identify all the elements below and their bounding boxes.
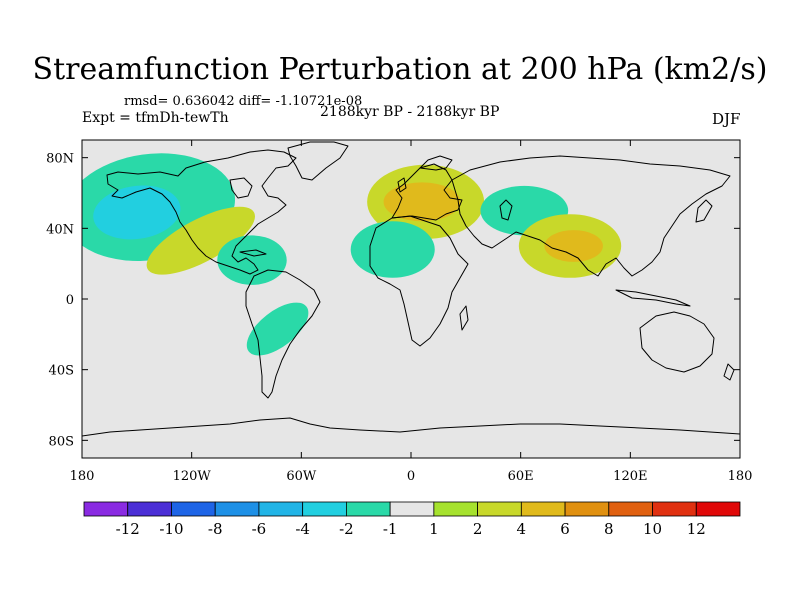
coastline-indonesia [615, 289, 691, 307]
anomaly-core-tibet [544, 230, 603, 262]
coastline-new-zealand [723, 363, 735, 381]
lat-tick-label: 40S [49, 364, 74, 379]
season-label: DJF [712, 110, 741, 128]
colorbar-swatch [302, 501, 347, 517]
lat-tick-label: 0 [66, 293, 74, 308]
colorbar-swatch [652, 501, 697, 517]
colorbar-swatch [214, 501, 260, 517]
colorbar-swatch [127, 501, 172, 517]
coastline-north-america [106, 149, 297, 275]
lon-tick-label: 60W [286, 469, 317, 484]
colorbar-label: 4 [517, 520, 527, 538]
coastline-scandinavia [419, 155, 453, 171]
coastline-layer [82, 141, 740, 437]
colorbar: -12 -10 -8 -6 -4 -2 -1 1 2 4 6 8 10 12 [83, 501, 741, 538]
longitude-axis: 180 120W 60W 0 60E 120E 180 [70, 140, 753, 484]
colorbar-swatch [389, 501, 435, 517]
anomaly-west-africa [350, 221, 435, 278]
colorbar-swatch [433, 501, 479, 517]
period-label: 2188kyr BP - 2188kyr BP [320, 104, 500, 120]
experiment-label: Expt = tfmDh-tewTh [82, 110, 229, 126]
latitude-axis: 80N 40N 0 40S 80S [46, 152, 740, 449]
colorbar-swatch [258, 501, 304, 517]
colorbar-swatch [477, 501, 522, 517]
colorbar-label: 8 [604, 520, 614, 538]
colorbar-label: -4 [295, 520, 310, 538]
colorbar-label: 12 [687, 520, 706, 538]
coastline-caspian-sea [499, 199, 513, 221]
colorbar-label: -10 [159, 520, 183, 538]
colorbar-swatch [520, 501, 566, 517]
colorbar-swatch [171, 501, 216, 517]
lon-tick-label: 120E [613, 469, 647, 484]
anomaly-core-north-pacific [93, 185, 181, 240]
coastline-caribbean [239, 249, 267, 257]
coastline-japan [695, 199, 713, 223]
colorbar-label: 1 [429, 520, 439, 538]
coastline-africa [369, 215, 469, 347]
colorbar-swatch [345, 501, 391, 517]
stats-label: rmsd= 0.636042 diff= -1.10721e-08 [124, 94, 363, 109]
anomaly-south-america [246, 302, 309, 356]
coastline-madagascar [459, 305, 469, 331]
coastline-south-america [245, 269, 321, 399]
anomaly-core-europe [383, 182, 461, 222]
map-title: Streamfunction Perturbation at 200 hPa (… [32, 52, 768, 87]
colorbar-label: -8 [208, 520, 223, 538]
colorbar-swatch [83, 501, 129, 517]
colorbar-label: 10 [643, 520, 662, 538]
coastline-antarctica [82, 417, 740, 437]
coastline-australia [639, 311, 715, 373]
anomaly-eastern-pacific [146, 206, 255, 275]
coastline-asia [451, 155, 731, 277]
colorbar-label: 2 [473, 520, 483, 538]
lat-tick-label: 80N [46, 152, 74, 167]
colorbar-swatch [608, 501, 653, 517]
colorbar-label: -1 [383, 520, 398, 538]
lat-tick-label: 80S [49, 434, 74, 449]
colorbar-swatch [695, 501, 741, 517]
coastline-hudson-bay [229, 177, 253, 199]
anomaly-caribbean [217, 235, 287, 285]
colorbar-swatch [564, 501, 610, 517]
lon-tick-label: 0 [407, 469, 415, 484]
coastline-british-isles [397, 177, 407, 193]
lon-tick-label: 180 [70, 469, 95, 484]
colorbar-label: -6 [252, 520, 267, 538]
anomaly-layer [82, 153, 622, 356]
coastline-greenland [287, 141, 349, 181]
colorbar-label: -2 [339, 520, 354, 538]
lat-tick-label: 40N [46, 222, 74, 237]
lon-tick-label: 60E [508, 469, 534, 484]
lon-tick-label: 180 [728, 469, 753, 484]
colorbar-label: -12 [116, 520, 140, 538]
colorbar-label: 6 [560, 520, 570, 538]
lon-tick-label: 120W [173, 469, 212, 484]
